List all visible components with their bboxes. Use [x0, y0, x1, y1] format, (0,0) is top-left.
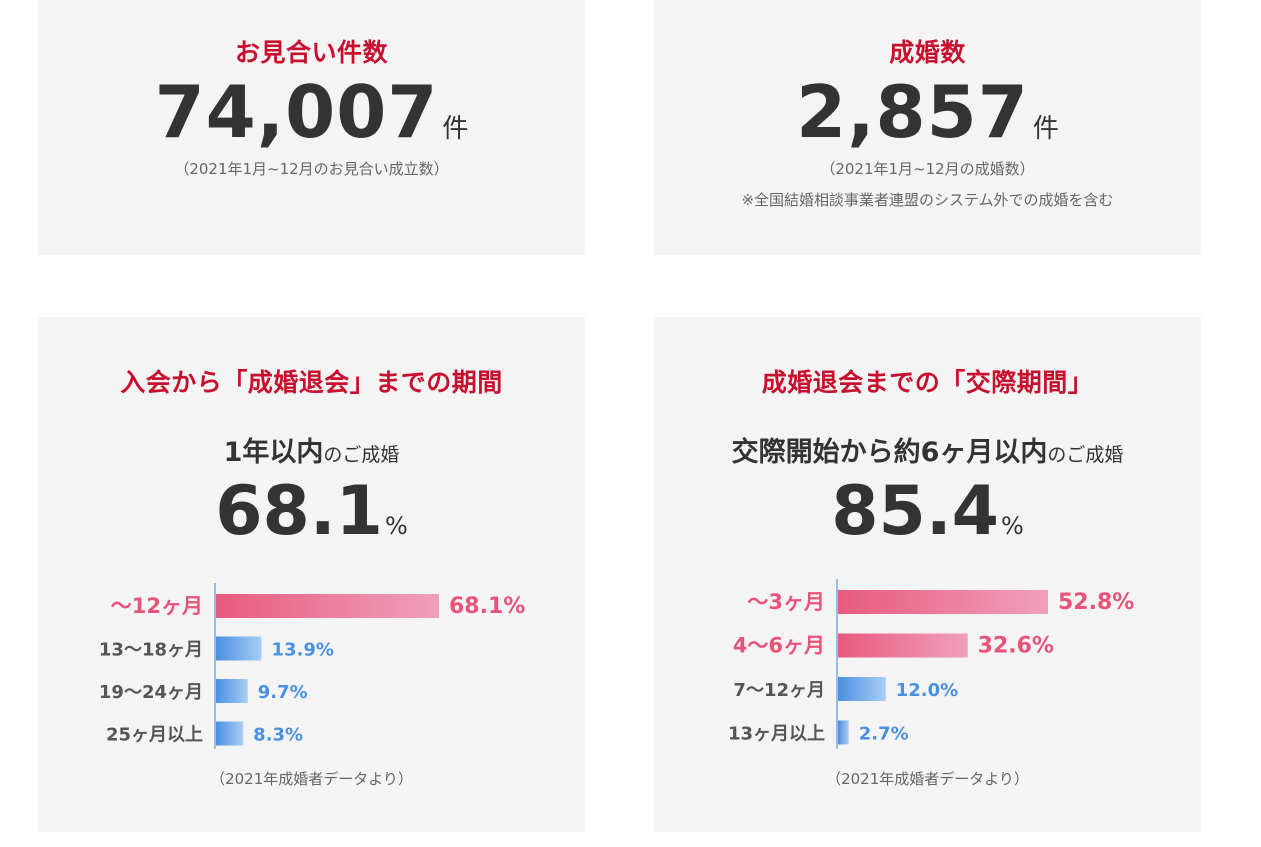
bar [216, 594, 439, 618]
dating-subtitle-strong: 交際開始から約6ヶ月以内 [731, 437, 1048, 468]
bar [216, 721, 244, 746]
period-title: 入会から「成婚退会」までの期間 [120, 368, 503, 397]
marriages-note-2: ※全国結婚相談事業者連盟のシステム外での成婚を含む [741, 191, 1114, 209]
category-label: ～3ヶ月 [747, 590, 825, 614]
bar [838, 633, 968, 658]
category-label: 7～12ヶ月 [733, 680, 825, 701]
meetings-title: お見合い件数 [234, 38, 388, 67]
bar [838, 677, 886, 701]
meetings-value: 74,007 [154, 70, 439, 154]
bar [838, 590, 1048, 614]
dating-subtitle-weak: のご成婚 [1047, 444, 1124, 466]
period-percentage: 68.1% [38, 472, 585, 551]
period-subtitle-strong: 1年以内 [223, 437, 324, 468]
marriages-figure: 2,857 件 [654, 70, 1201, 154]
marriages-unit: 件 [1032, 114, 1059, 144]
category-label: 19～24ヶ月 [99, 682, 203, 703]
bar [216, 636, 262, 661]
dating-percentage: 85.4% [654, 472, 1201, 551]
period-subtitle-weak: のご成婚 [323, 444, 400, 466]
value-label: 2.7% [859, 724, 909, 745]
period-source: （2021年成婚者データより） [210, 770, 413, 788]
value-label: 52.8% [1058, 590, 1134, 615]
category-label: ～12ヶ月 [111, 594, 203, 618]
dating-bar-chart: ～3ヶ月 52.8% 4～6ヶ月 32.6% 7～12ヶ月 12.0% 13ヶ月以上 2.7% [728, 579, 1134, 749]
dating-pct-unit: % [1000, 512, 1024, 540]
meetings-figure: 74,007 件 [38, 70, 585, 154]
meetings-note: （2021年1月~12月のお見合い成立数） [174, 160, 449, 178]
value-label: 32.6% [978, 634, 1054, 659]
category-label: 25ヶ月以上 [106, 725, 203, 746]
value-label: 9.7% [258, 682, 308, 703]
meetings-card: お見合い件数 74,007 件 （2021年1月~12月のお見合い成立数） [38, 0, 585, 255]
period-subtitle: 1年以内のご成婚 [38, 430, 585, 469]
meetings-unit: 件 [442, 114, 469, 144]
dating-title: 成婚退会までの「交際期間」 [761, 368, 1094, 397]
value-label: 13.9% [272, 640, 334, 661]
value-label: 12.0% [896, 680, 958, 701]
marriages-value: 2,857 [796, 70, 1029, 154]
period-pct-value: 68.1 [215, 472, 383, 551]
marriages-note: （2021年1月~12月の成婚数） [820, 160, 1035, 178]
dating-subtitle: 交際開始から約6ヶ月以内のご成婚 [654, 430, 1201, 469]
dating-pct-value: 85.4 [831, 472, 999, 551]
marriages-card: 成婚数 2,857 件 （2021年1月~12月の成婚数） ※全国結婚相談事業者連… [654, 0, 1201, 255]
period-bar-chart: ～12ヶ月 68.1% 13～18ヶ月 13.9% 19～24ヶ月 9.7% 25ヶ月以上 8… [99, 583, 525, 749]
category-label: 13ヶ月以上 [728, 724, 825, 745]
marriages-title: 成婚数 [889, 38, 966, 67]
bar [216, 679, 248, 703]
dating-card: 成婚退会までの「交際期間」 交際開始から約6ヶ月以内のご成婚 85.4% ～3ヶ… [654, 317, 1201, 832]
value-label: 8.3% [253, 725, 303, 746]
dating-source: （2021年成婚者データより） [826, 770, 1029, 788]
period-pct-unit: % [384, 512, 408, 540]
bar [838, 720, 849, 745]
period-card: 入会から「成婚退会」までの期間 1年以内のご成婚 68.1% ～12ヶ月 68.1… [38, 317, 585, 832]
category-label: 13～18ヶ月 [99, 640, 203, 661]
value-label: 68.1% [449, 594, 525, 619]
category-label: 4～6ヶ月 [733, 634, 825, 658]
